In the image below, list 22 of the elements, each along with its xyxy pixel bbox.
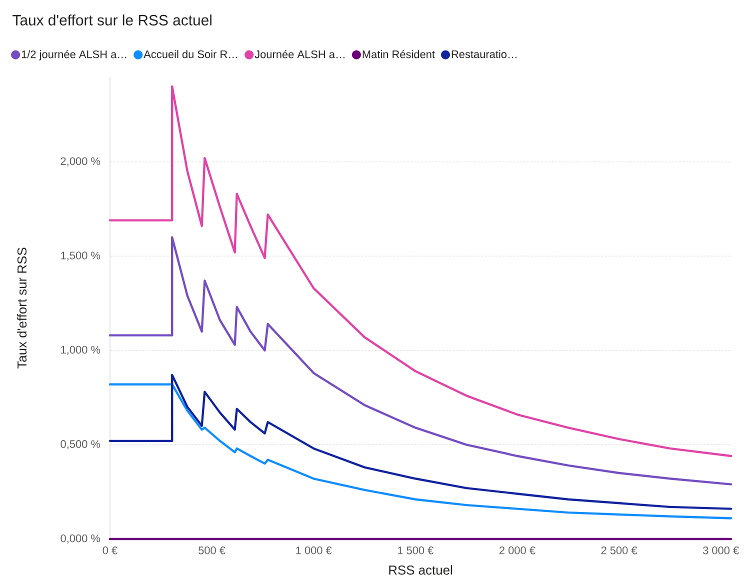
- legend-label: Journée ALSH a…: [254, 50, 344, 58]
- legend-label: Restauratio…: [452, 50, 516, 58]
- x-tick-label: 1 000 €: [296, 546, 332, 554]
- x-tick-label: 1 500 €: [398, 546, 434, 554]
- y-tick-label: 2,000 %: [60, 157, 100, 166]
- line-series: [108, 236, 732, 486]
- y-tick-label: 1,500 %: [61, 252, 100, 261]
- legend-label: 1/2 journée ALSH a…: [22, 50, 126, 60]
- legend-label: Matin Résident: [362, 50, 435, 58]
- y-tick-label: 0,000 %: [60, 534, 100, 544]
- x-tick-label: 3 000 €: [702, 546, 739, 554]
- legend-label: Accueil du Soir R…: [144, 50, 238, 58]
- x-tick-label: 0 €: [102, 546, 118, 554]
- x-tick-label: 2 000 €: [499, 546, 536, 554]
- y-axis-title: Taux d'effort sur RSS: [17, 248, 27, 369]
- y-tick-label: 1,000 %: [61, 346, 100, 355]
- y-tick-label: 0,500 %: [60, 440, 100, 450]
- chart-title: Taux d'effort sur le RSS actuel: [12, 14, 212, 26]
- x-axis-title: RSS actuel: [389, 565, 452, 575]
- x-tick-label: 500 €: [198, 546, 226, 554]
- x-tick-label: 2 500 €: [601, 546, 638, 554]
- line-series: [108, 85, 732, 458]
